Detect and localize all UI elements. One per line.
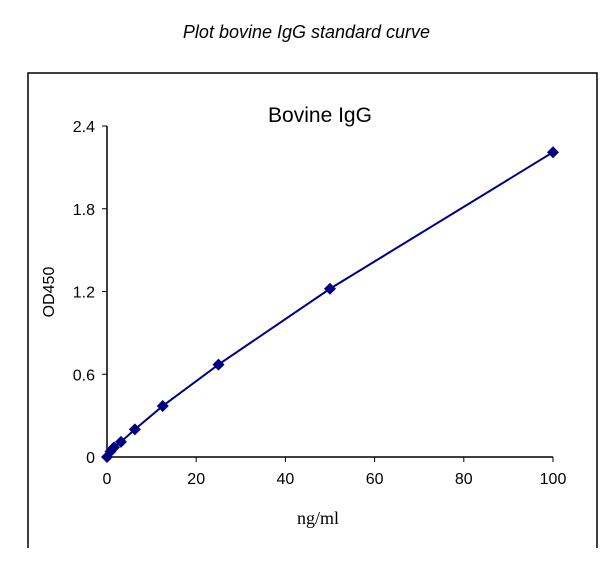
chart-frame — [27, 72, 598, 548]
data-point — [156, 399, 169, 412]
x-tick-label: 60 — [366, 471, 384, 488]
y-tick-label: 1.2 — [73, 285, 95, 302]
y-axis-label: OD450 — [41, 267, 58, 318]
data-point — [128, 423, 141, 436]
data-point — [114, 435, 127, 448]
x-tick-label: 20 — [187, 471, 205, 488]
y-tick-label: 0 — [86, 450, 95, 467]
x-tick-label: 0 — [103, 471, 112, 488]
data-point — [107, 441, 120, 454]
x-axis-label: ng/ml — [297, 508, 339, 528]
x-tick-label: 40 — [277, 471, 295, 488]
figure-caption: Plot bovine IgG standard curve — [182, 22, 431, 42]
x-tick-label: 100 — [540, 471, 567, 488]
data-point — [547, 146, 559, 159]
y-tick-label: 0.6 — [73, 367, 95, 384]
chart-title: Bovine IgG — [268, 104, 372, 127]
x-tick-label: 80 — [455, 471, 473, 488]
data-point — [212, 358, 225, 371]
fit-curve — [106, 151, 554, 458]
data-point — [324, 282, 336, 295]
y-tick-label: 1.8 — [73, 202, 95, 219]
y-tick-label: 2.4 — [73, 119, 95, 136]
